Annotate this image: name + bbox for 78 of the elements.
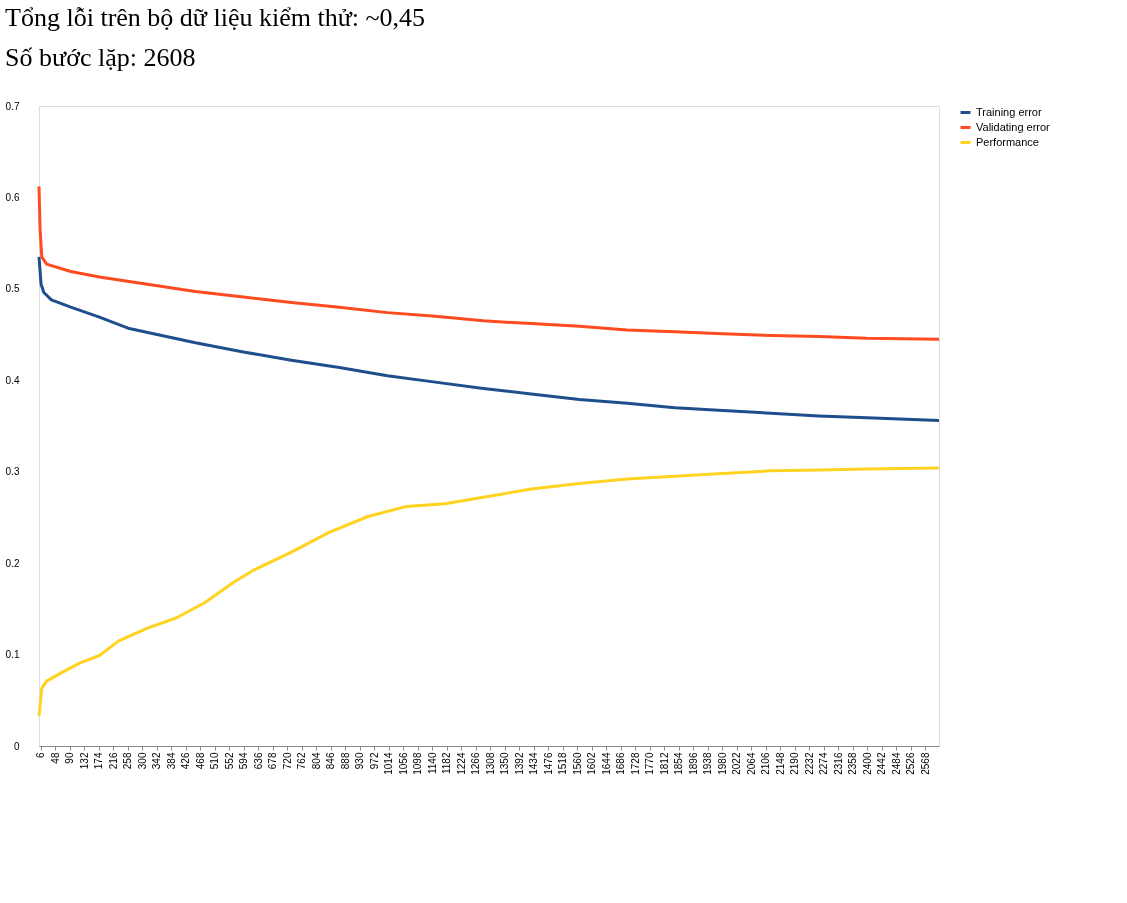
x-tick-label: 2274 bbox=[818, 752, 830, 775]
x-tick-label: 1728 bbox=[629, 752, 641, 775]
x-tick-label: 258 bbox=[122, 752, 134, 770]
x-tick-label: 1476 bbox=[542, 752, 554, 775]
x-tick-label: 1980 bbox=[716, 752, 728, 775]
x-tick-label: 468 bbox=[194, 752, 206, 770]
legend-label: Performance bbox=[976, 135, 1039, 148]
x-tick-label: 636 bbox=[252, 752, 264, 770]
x-tick-label: 2526 bbox=[905, 752, 917, 775]
chart-title: Tổng lỗi trên bộ dữ liệu kiểm thử: ~0,45 bbox=[5, 3, 426, 32]
x-tick-label: 1434 bbox=[528, 752, 540, 775]
x-tick-label: 132 bbox=[78, 752, 90, 770]
x-tick-label: 804 bbox=[310, 752, 322, 770]
x-tick-label: 342 bbox=[151, 752, 163, 770]
x-tick-label: 300 bbox=[136, 752, 148, 770]
x-tick-label: 930 bbox=[354, 752, 366, 770]
x-tick-label: 1182 bbox=[441, 752, 453, 775]
x-tick-label: 1686 bbox=[615, 752, 627, 775]
legend-label: Validating error bbox=[976, 120, 1051, 133]
x-tick-label: 2568 bbox=[919, 752, 931, 775]
x-tick-label: 1938 bbox=[702, 752, 714, 775]
x-tick-label: 2106 bbox=[760, 752, 772, 775]
x-tick-label: 1392 bbox=[513, 752, 525, 775]
legend-label: Training error bbox=[976, 105, 1042, 118]
x-tick-label: 2232 bbox=[803, 752, 815, 775]
y-tick-label: 0.6 bbox=[5, 191, 20, 203]
x-tick-label: 1560 bbox=[571, 752, 583, 775]
x-tick-label: 720 bbox=[281, 752, 293, 770]
x-tick-label: 1308 bbox=[484, 752, 496, 775]
chart-subtitle: Số bước lặp: 2608 bbox=[5, 43, 196, 72]
y-tick-label: 0.1 bbox=[5, 649, 20, 661]
x-tick-label: 1224 bbox=[455, 752, 467, 775]
line-series bbox=[37, 255, 941, 423]
x-tick-label: 888 bbox=[339, 752, 351, 770]
x-tick-label: 2064 bbox=[745, 752, 757, 775]
x-tick-label: 2442 bbox=[876, 752, 888, 775]
x-tick-label: 1896 bbox=[687, 752, 699, 775]
x-tick-label: 2148 bbox=[774, 752, 786, 775]
x-tick-label: 1644 bbox=[600, 752, 612, 775]
y-tick-label: 0 bbox=[13, 740, 20, 752]
x-tick-label: 48 bbox=[49, 752, 61, 764]
x-tick-label: 972 bbox=[368, 752, 380, 770]
x-tick-label: 2400 bbox=[861, 752, 873, 775]
x-tick-label: 1098 bbox=[412, 752, 424, 775]
y-tick-label: 0.2 bbox=[5, 557, 20, 569]
x-tick-label: 1602 bbox=[586, 752, 598, 775]
x-tick-label: 510 bbox=[209, 752, 221, 770]
y-tick-label: 0.4 bbox=[5, 374, 20, 386]
x-tick-label: 678 bbox=[267, 752, 279, 770]
x-tick-label: 174 bbox=[93, 752, 105, 770]
x-tick-label: 216 bbox=[107, 752, 119, 770]
y-tick-label: 0.3 bbox=[5, 466, 20, 478]
x-tick-label: 1518 bbox=[557, 752, 569, 775]
x-tick-label: 1266 bbox=[470, 752, 482, 775]
x-tick-label: 846 bbox=[325, 752, 337, 770]
x-tick-label: 1014 bbox=[383, 752, 395, 775]
x-tick-label: 1770 bbox=[644, 752, 656, 775]
line-series bbox=[37, 466, 941, 718]
line-series bbox=[37, 184, 941, 341]
x-tick-label: 2022 bbox=[731, 752, 743, 775]
x-tick-label: 426 bbox=[180, 752, 192, 770]
x-tick-label: 2358 bbox=[847, 752, 859, 775]
y-tick-label: 0.5 bbox=[5, 283, 20, 295]
x-tick-label: 2316 bbox=[832, 752, 844, 775]
x-tick-label: 1056 bbox=[397, 752, 409, 775]
x-tick-label: 384 bbox=[165, 752, 177, 770]
x-tick-label: 90 bbox=[64, 752, 76, 764]
x-tick-label: 762 bbox=[296, 752, 308, 770]
x-tick-label: 2484 bbox=[890, 752, 902, 775]
x-tick-label: 1140 bbox=[426, 752, 438, 775]
x-tick-label: 1350 bbox=[499, 752, 511, 775]
x-tick-label: 1812 bbox=[658, 752, 670, 775]
x-tick-label: 2190 bbox=[789, 752, 801, 775]
x-tick-label: 594 bbox=[238, 752, 250, 770]
x-tick-label: 1854 bbox=[673, 752, 685, 775]
x-tick-label: 552 bbox=[223, 752, 235, 770]
x-tick-label: 6 bbox=[35, 752, 47, 759]
y-tick-label: 0.7 bbox=[5, 100, 20, 112]
